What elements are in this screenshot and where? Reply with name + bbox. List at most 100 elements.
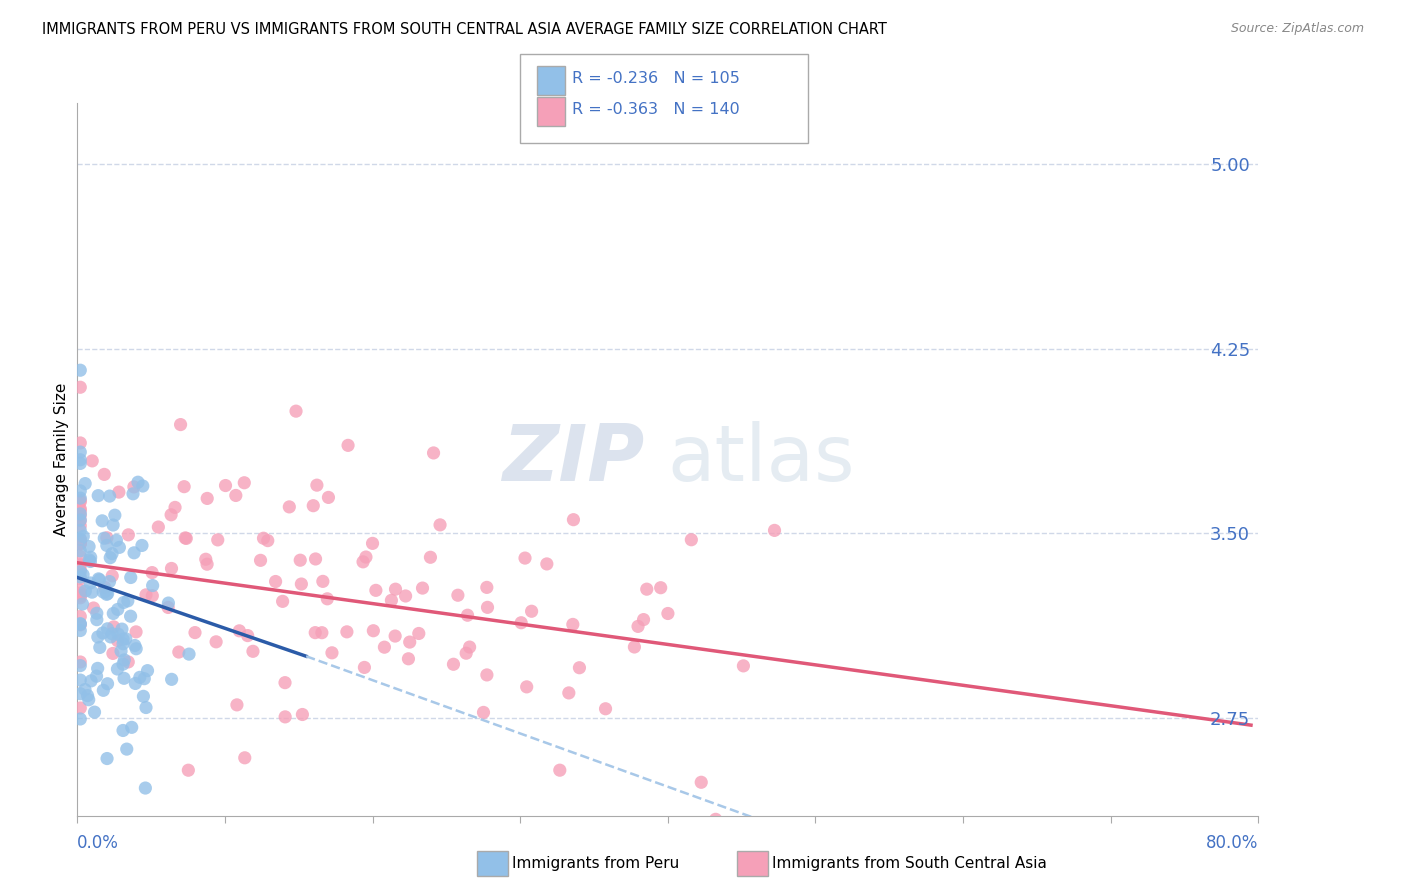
Point [100,630,122,644]
Point [510,615,533,630]
Point [568,661,591,675]
Point [80,673,103,688]
Point [174,532,197,546]
Point [69,570,91,584]
Point [304,625,326,640]
Point [69,533,91,547]
Text: Immigrants from South Central Asia: Immigrants from South Central Asia [772,856,1047,871]
Point [111,622,134,636]
Point [69,507,91,521]
Point [91,585,114,599]
Point [107,602,129,616]
Point [457,608,479,623]
Point [69,483,91,498]
Point [124,639,146,653]
Point [69,687,91,701]
Point [475,581,498,595]
Point [226,698,249,712]
Point [623,640,645,654]
Point [429,517,451,532]
Point [122,480,145,494]
Point [87,489,110,503]
Point [249,553,271,567]
Point [205,635,228,649]
Point [114,632,136,646]
Point [96,531,118,545]
Point [110,644,132,658]
Point [69,589,91,603]
Point [318,491,340,505]
Point [101,547,124,561]
Point [120,609,142,624]
Point [87,572,110,586]
Point [336,624,359,639]
Point [94,584,117,599]
Point [112,671,135,685]
Point [194,552,217,566]
Point [408,626,430,640]
Point [77,540,100,554]
Point [72,567,94,582]
Point [135,588,157,602]
Point [69,532,91,546]
Point [69,535,91,549]
Point [69,565,91,579]
Point [117,594,139,608]
Point [160,508,183,522]
Point [141,589,163,603]
Point [79,554,101,568]
Point [69,712,91,726]
Point [72,597,94,611]
Point [134,672,156,686]
Point [184,625,207,640]
Point [321,646,343,660]
Point [252,531,274,545]
Point [91,514,114,528]
Text: R = -0.236   N = 105: R = -0.236 N = 105 [572,71,740,86]
Point [304,552,326,566]
Point [169,417,191,432]
Point [148,520,170,534]
Point [352,555,374,569]
Point [271,594,294,608]
Point [278,500,301,514]
Point [98,574,121,589]
Point [93,467,115,482]
Point [112,657,135,672]
Point [548,763,571,777]
Point [117,655,139,669]
Point [69,436,91,450]
Point [311,625,333,640]
Point [595,702,617,716]
Point [157,600,180,615]
Point [69,537,91,551]
Point [69,491,91,505]
Point [101,518,124,533]
Point [302,499,325,513]
Point [69,514,91,528]
Point [83,705,105,719]
Point [69,571,91,585]
Point [167,645,190,659]
Point [290,577,312,591]
Point [91,683,114,698]
Point [69,508,91,523]
Point [562,513,585,527]
Point [69,493,91,508]
Point [195,491,218,506]
Point [86,669,108,683]
Point [69,591,91,605]
Text: 0.0%: 0.0% [77,834,120,852]
Point [108,485,131,500]
Point [69,624,91,638]
Point [69,655,91,669]
Point [77,553,100,567]
Point [136,664,159,678]
Point [69,536,91,550]
Point [69,501,91,516]
Point [115,742,138,756]
Point [174,531,197,545]
Point [353,660,375,674]
Text: ZIP: ZIP [502,421,644,498]
Point [160,673,183,687]
